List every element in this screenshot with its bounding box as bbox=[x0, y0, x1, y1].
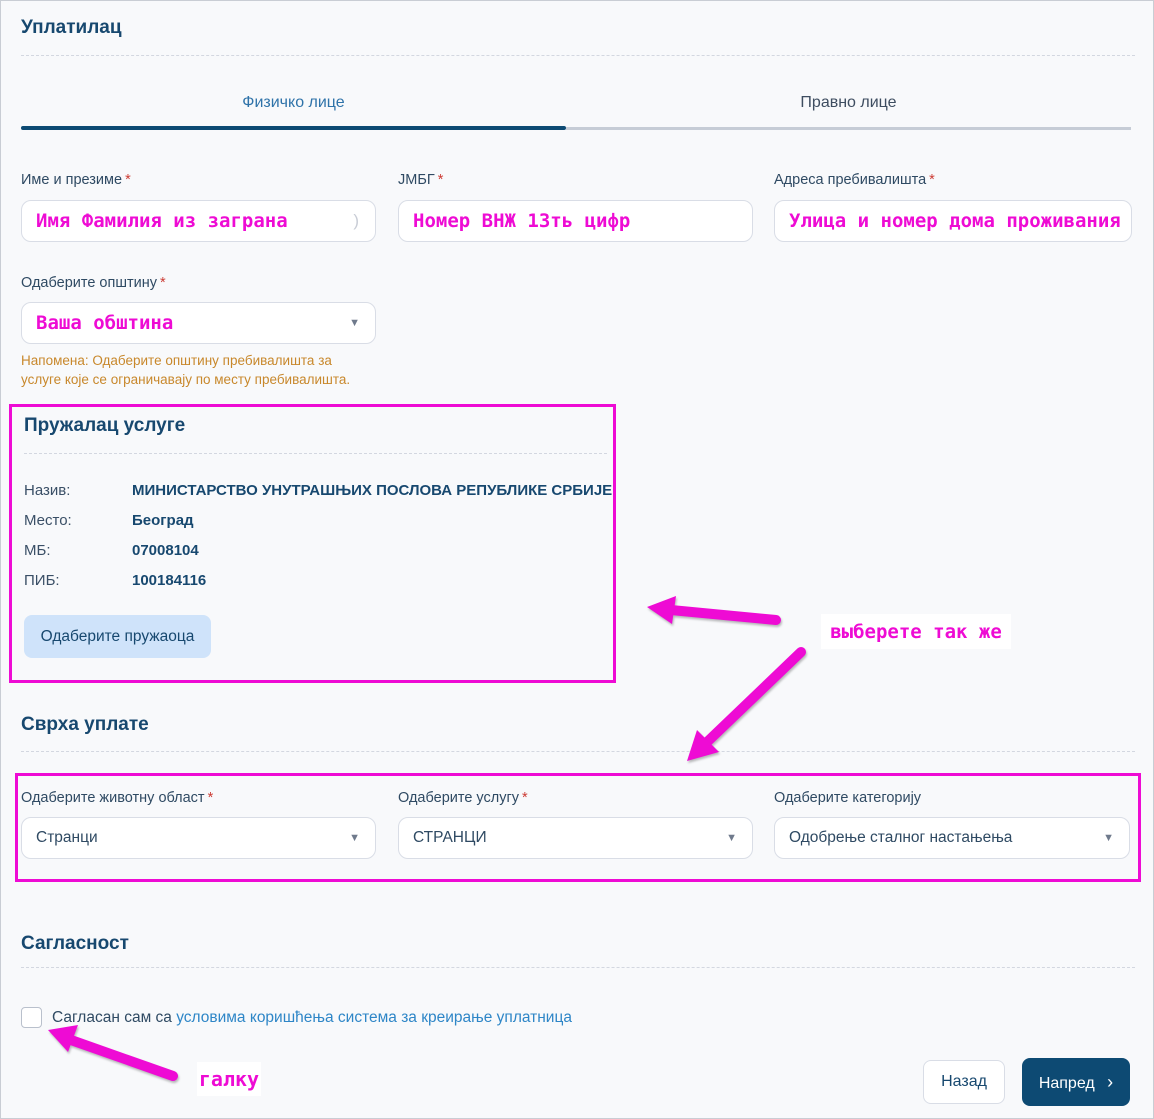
provider-row-label: ПИБ: bbox=[24, 572, 60, 589]
provider-row-value: 07008104 bbox=[132, 542, 199, 559]
category-select[interactable]: Одобрење сталног настањења ▼ bbox=[774, 817, 1130, 859]
tab-legal-entity[interactable]: Правно лице bbox=[800, 94, 897, 111]
required-asterisk: * bbox=[929, 172, 935, 188]
page-title: Уплатилац bbox=[21, 17, 122, 38]
purpose-title: Сврха уплате bbox=[21, 714, 149, 735]
tab-individual[interactable]: Физичко лице bbox=[242, 94, 345, 111]
tab-indicator-inactive bbox=[566, 127, 1131, 130]
life-area-select[interactable]: Странци ▼ bbox=[21, 817, 376, 859]
purpose-highlight-box bbox=[15, 773, 1141, 882]
provider-highlight-box: Пружалац услуге Назив: МИНИСТАРСТВО УНУТ… bbox=[9, 404, 616, 683]
required-asterisk: * bbox=[125, 172, 131, 188]
provider-title: Пружалац услуге bbox=[24, 415, 186, 436]
required-asterisk: * bbox=[207, 790, 214, 806]
jmbg-label: ЈМБГ * bbox=[398, 172, 444, 188]
required-asterisk: * bbox=[437, 172, 444, 188]
consent-title: Сагласност bbox=[21, 933, 129, 954]
choose-provider-button[interactable]: Одаберите пружаоца bbox=[24, 615, 211, 658]
required-asterisk: * bbox=[522, 790, 528, 806]
service-select[interactable]: СТРАНЦИ ▼ bbox=[398, 817, 753, 859]
address-annotation: Улица и номер дома проживания bbox=[789, 208, 1121, 234]
life-area-label: Одаберите животну област * bbox=[21, 790, 214, 806]
consent-text: Сагласан сам са условима коришћења систе… bbox=[52, 1009, 572, 1026]
annotation-checkbox-note: галку bbox=[197, 1062, 261, 1096]
provider-row-label: Место: bbox=[24, 512, 72, 529]
municipality-note: Напомена: Одаберите општину пребивалишта… bbox=[21, 353, 351, 387]
divider bbox=[24, 453, 607, 454]
provider-row-value: 100184116 bbox=[132, 572, 207, 589]
jmbg-annotation: Номер ВНЖ 13ть цифр bbox=[413, 208, 631, 234]
tab-indicator-active bbox=[21, 126, 566, 130]
category-label: Одаберите категорију bbox=[774, 790, 922, 806]
name-label: Име и презиме * bbox=[21, 172, 131, 188]
municipality-annotation: Ваша обштина bbox=[36, 310, 174, 336]
municipality-select[interactable]: Ваша обштина ▼ bbox=[21, 302, 376, 344]
chevron-down-icon: ▼ bbox=[726, 832, 737, 844]
provider-row-label: Назив: bbox=[24, 482, 71, 499]
annotation-provider-note: выберете так же bbox=[821, 614, 1011, 649]
divider bbox=[21, 967, 1135, 968]
input-artifact: ) bbox=[353, 211, 359, 230]
next-button[interactable]: Напред › bbox=[1022, 1058, 1130, 1106]
address-label: Адреса пребивалишта * bbox=[774, 172, 935, 188]
chevron-down-icon: ▼ bbox=[349, 832, 360, 844]
provider-row-value: Београд bbox=[132, 512, 194, 529]
name-input[interactable]: Имя Фамилия из заграна ) bbox=[21, 200, 376, 242]
divider bbox=[21, 751, 1135, 752]
chevron-down-icon: ▼ bbox=[1103, 832, 1114, 844]
provider-row-label: МБ: bbox=[24, 542, 51, 559]
required-asterisk: * bbox=[159, 275, 166, 291]
chevron-down-icon: ▼ bbox=[349, 317, 360, 329]
divider bbox=[21, 55, 1135, 56]
jmbg-input[interactable]: Номер ВНЖ 13ть цифр bbox=[398, 200, 753, 242]
provider-row-value: МИНИСТАРСТВО УНУТРАШЊИХ ПОСЛОВА РЕПУБЛИК… bbox=[132, 482, 613, 499]
name-annotation: Имя Фамилия из заграна bbox=[36, 208, 288, 234]
consent-checkbox[interactable] bbox=[21, 1007, 42, 1028]
service-label: Одаберите услугу * bbox=[398, 790, 528, 806]
municipality-label: Одаберите општину * bbox=[21, 275, 166, 291]
terms-link[interactable]: условима коришћења система за креирање у… bbox=[176, 1009, 572, 1026]
chevron-right-icon: › bbox=[1107, 1071, 1114, 1092]
address-input[interactable]: Улица и номер дома проживания bbox=[774, 200, 1132, 242]
back-button[interactable]: Назад bbox=[923, 1060, 1005, 1104]
